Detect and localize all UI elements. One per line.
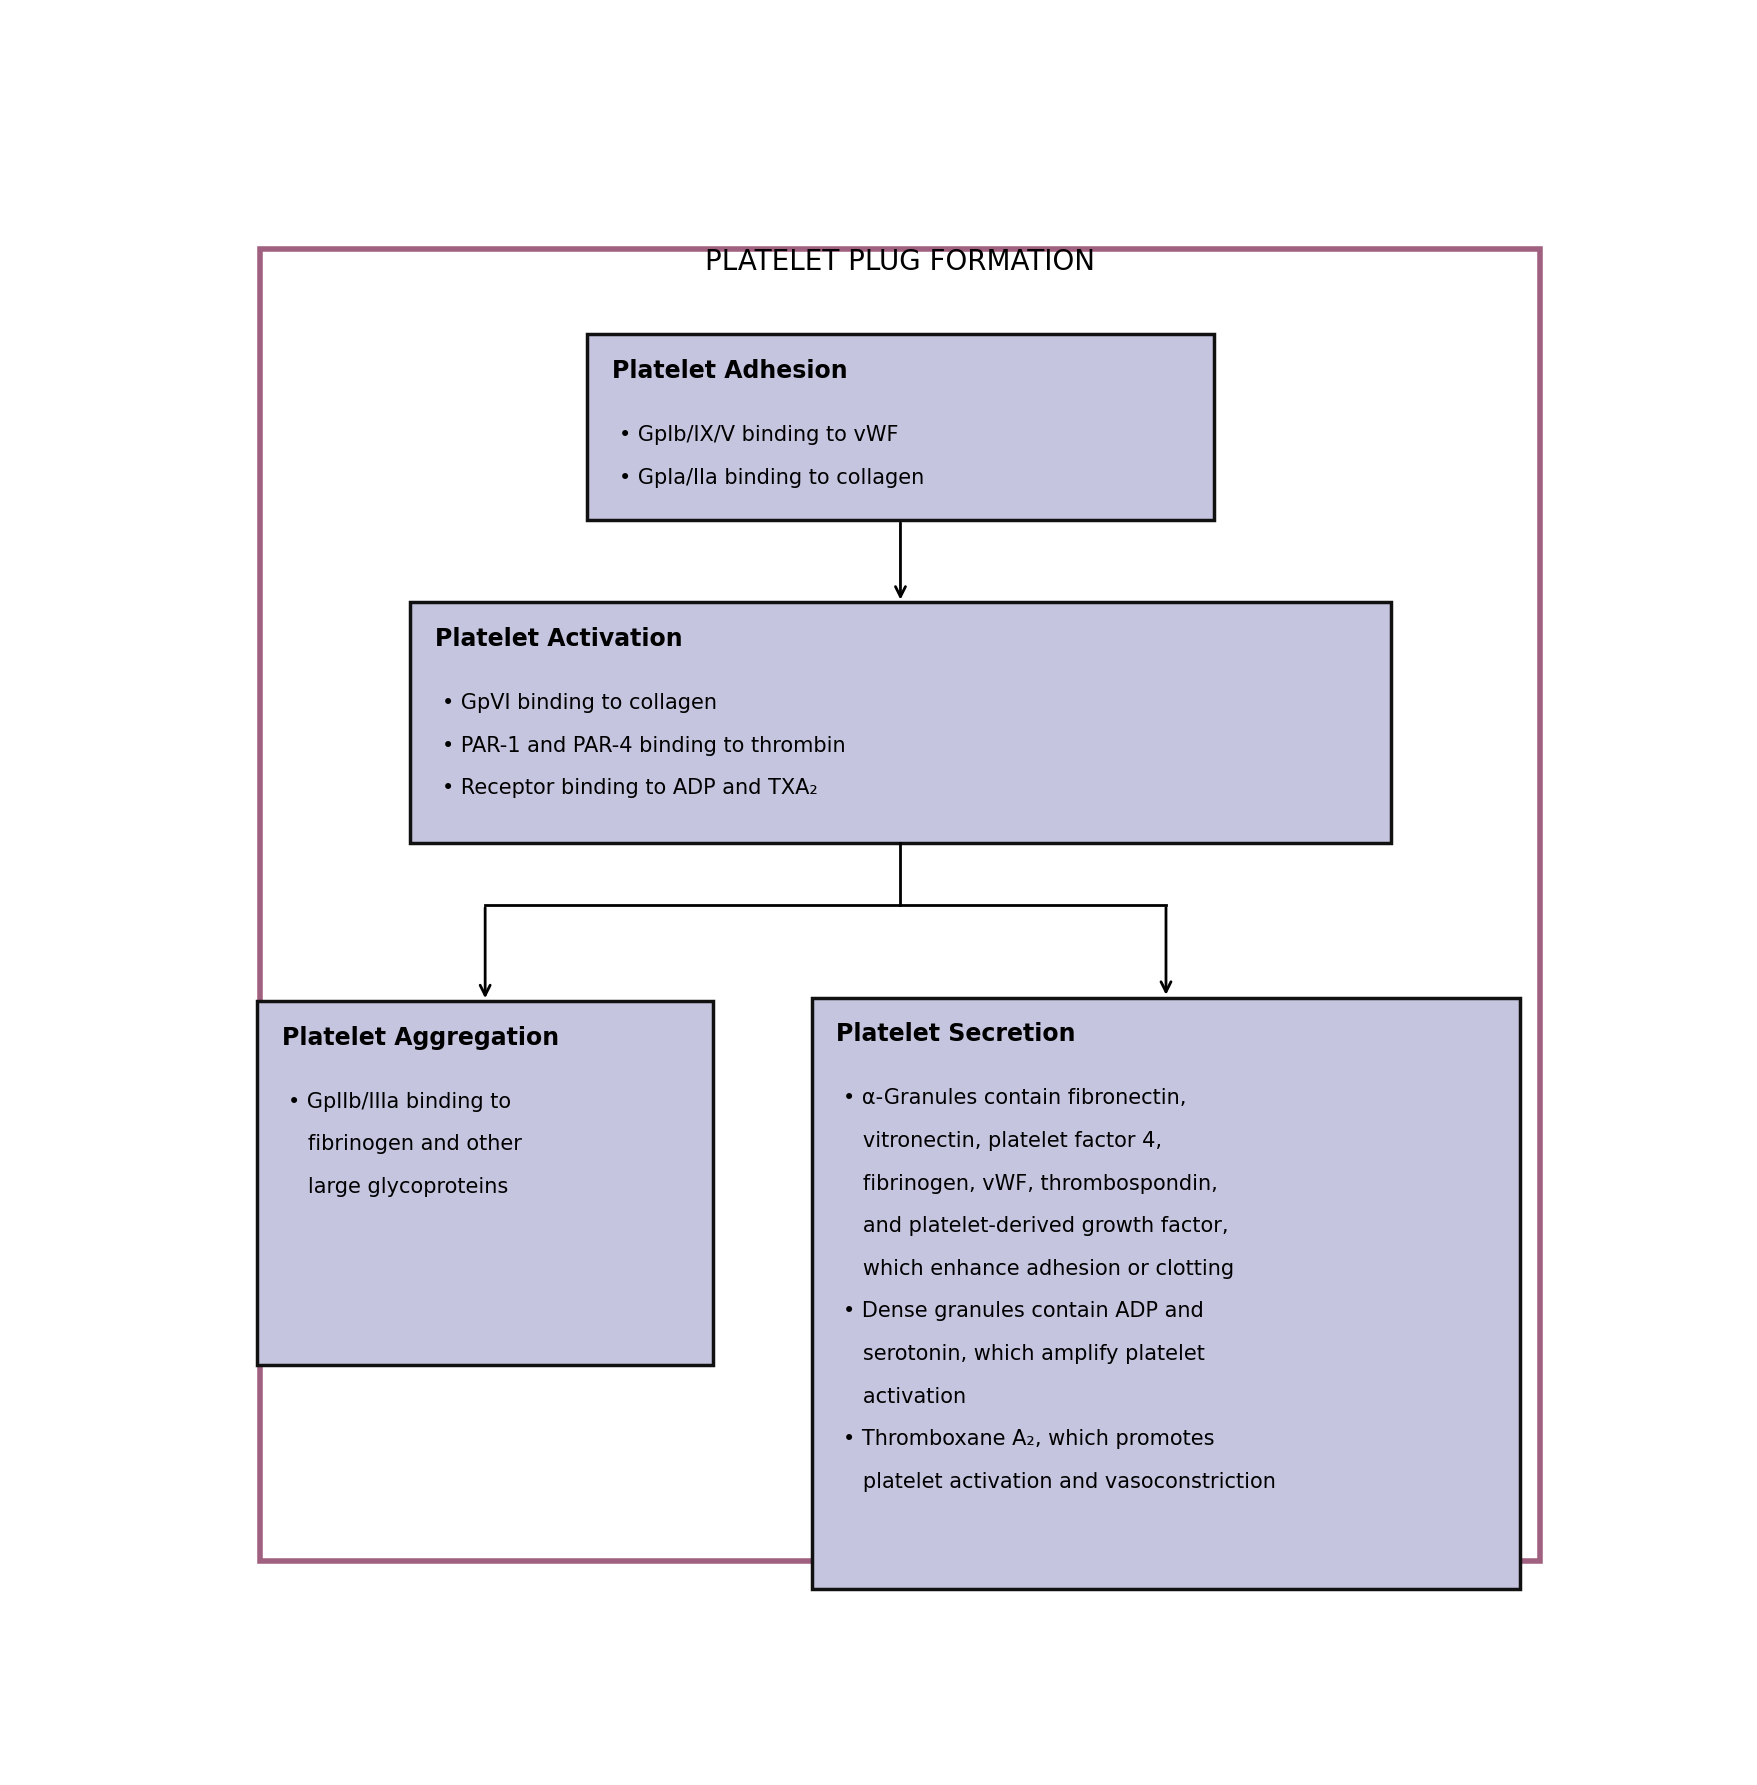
- Bar: [812, 998, 1520, 1589]
- Text: • GpIa/IIa binding to collagen: • GpIa/IIa binding to collagen: [618, 468, 924, 487]
- Text: • GpVI binding to collagen: • GpVI binding to collagen: [441, 693, 717, 714]
- Text: • GpIIb/IIIa binding to: • GpIIb/IIIa binding to: [288, 1092, 511, 1112]
- Text: fibrinogen, vWF, thrombospondin,: fibrinogen, vWF, thrombospondin,: [843, 1173, 1218, 1194]
- Text: vitronectin, platelet factor 4,: vitronectin, platelet factor 4,: [843, 1132, 1163, 1151]
- Bar: [257, 1001, 713, 1366]
- Bar: [587, 334, 1214, 519]
- Text: large glycoproteins: large glycoproteins: [288, 1176, 508, 1198]
- Text: • α-Granules contain fibronectin,: • α-Granules contain fibronectin,: [843, 1089, 1186, 1108]
- Text: Platelet Activation: Platelet Activation: [434, 627, 682, 652]
- Text: • Thromboxane A₂, which promotes: • Thromboxane A₂, which promotes: [843, 1430, 1214, 1449]
- Text: • GpIb/IX/V binding to vWF: • GpIb/IX/V binding to vWF: [618, 425, 898, 444]
- Text: activation: activation: [843, 1387, 966, 1407]
- Text: • PAR-1 and PAR-4 binding to thrombin: • PAR-1 and PAR-4 binding to thrombin: [441, 735, 845, 755]
- Text: serotonin, which amplify platelet: serotonin, which amplify platelet: [843, 1344, 1205, 1364]
- Text: which enhance adhesion or clotting: which enhance adhesion or clotting: [843, 1258, 1235, 1278]
- Text: Platelet Aggregation: Platelet Aggregation: [281, 1026, 559, 1050]
- Text: Platelet Adhesion: Platelet Adhesion: [611, 359, 847, 384]
- Text: • Receptor binding to ADP and TXA₂: • Receptor binding to ADP and TXA₂: [441, 778, 817, 798]
- Text: PLATELET PLUG FORMATION: PLATELET PLUG FORMATION: [706, 248, 1095, 277]
- Text: platelet activation and vasoconstriction: platelet activation and vasoconstriction: [843, 1473, 1276, 1492]
- Text: fibrinogen and other: fibrinogen and other: [288, 1135, 522, 1155]
- Bar: [411, 603, 1392, 843]
- Text: Platelet Secretion: Platelet Secretion: [836, 1023, 1075, 1046]
- Text: • Dense granules contain ADP and: • Dense granules contain ADP and: [843, 1301, 1204, 1321]
- Text: and platelet-derived growth factor,: and platelet-derived growth factor,: [843, 1216, 1228, 1237]
